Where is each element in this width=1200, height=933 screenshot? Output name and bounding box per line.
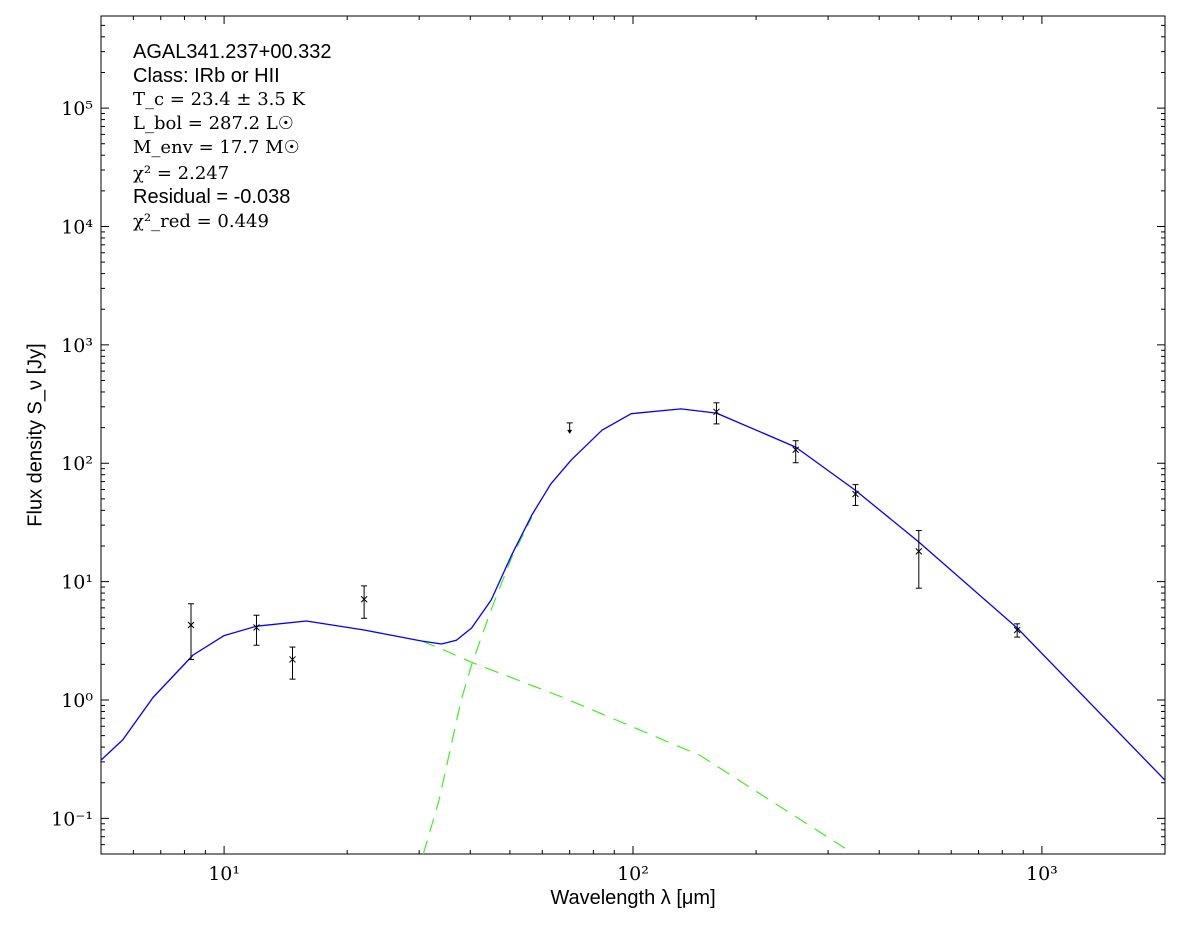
data-point <box>253 614 260 646</box>
point-marker <box>852 490 859 498</box>
component-model-curve <box>421 640 846 849</box>
annotation-source: AGAL341.237+00.332 <box>133 41 332 63</box>
point-marker <box>792 446 800 454</box>
y-tick-label: 10⁴ <box>61 216 93 238</box>
point-marker <box>713 408 720 416</box>
data-point <box>915 530 923 589</box>
annotation-chi2: χ² = 2.247 <box>133 163 230 184</box>
annotation-lbol: L_bol = 287.2 L☉ <box>133 113 294 134</box>
x-axis-label: Wavelength λ [μm] <box>550 887 716 909</box>
y-tick-label: 10⁵ <box>61 98 93 120</box>
component-model-curve <box>422 516 533 854</box>
y-tick-label: 10⁰ <box>61 690 93 712</box>
x-tick-label: 10¹ <box>208 863 240 885</box>
annotation-menv: M_env = 17.7 M☉ <box>133 137 300 158</box>
annotation-class: Class: IRb or HII <box>133 65 280 87</box>
point-marker <box>289 656 296 663</box>
data-point <box>360 585 368 619</box>
data-point <box>852 484 859 506</box>
x-tick-label: 10³ <box>1026 863 1058 885</box>
data-point <box>713 402 720 425</box>
annotation-residual: Residual = -0.038 <box>133 186 291 208</box>
data-point <box>792 440 800 464</box>
data-point <box>289 646 296 680</box>
y-tick-label: 10⁻¹ <box>51 808 93 830</box>
down-arrow-icon <box>567 429 573 434</box>
data-point <box>1013 623 1021 638</box>
y-tick-label: 10³ <box>61 335 93 357</box>
annotation-tc: T_c = 23.4 ± 3.5 K <box>133 89 306 110</box>
point-marker <box>253 624 260 631</box>
point-marker <box>187 621 195 629</box>
y-tick-label: 10¹ <box>61 572 93 594</box>
annotation-chi2red: χ²_red = 0.449 <box>133 211 269 232</box>
point-marker <box>1013 626 1021 634</box>
point-marker <box>915 548 923 555</box>
total-model-curve <box>101 408 1165 781</box>
data-point <box>187 603 195 660</box>
x-tick-label: 10² <box>617 863 649 885</box>
upper-limit <box>566 422 573 434</box>
y-axis-label: Flux density S_ν [Jy] <box>24 343 47 527</box>
y-tick-label: 10² <box>61 453 93 475</box>
point-marker <box>360 595 368 603</box>
